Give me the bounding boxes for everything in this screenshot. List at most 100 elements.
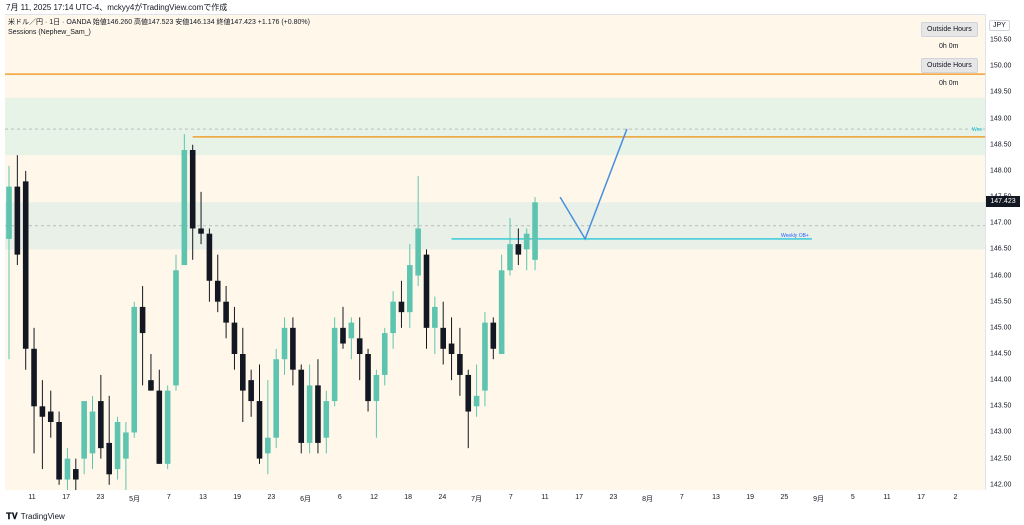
date-tick-label: 19	[746, 494, 755, 501]
date-tick-label: 9月	[813, 496, 825, 503]
candle-body	[331, 327, 338, 402]
date-tick-label: 6月	[300, 496, 312, 503]
currency-label[interactable]: JPY	[989, 20, 1010, 31]
candle-body	[14, 186, 21, 255]
candle-body	[173, 270, 179, 386]
candle-body	[365, 354, 371, 402]
legend-indicator-line: Sessions (Nephew_Sam_)	[8, 29, 91, 36]
price-tick-label: 147.00	[990, 219, 1012, 227]
price-tick-label: 146.50	[990, 245, 1012, 253]
price-tick-label: 143.00	[990, 428, 1012, 436]
price-axis[interactable]: 150.50 150.00 149.50 149.00 148.50 148.00 147.…	[985, 14, 1024, 490]
candle-body	[498, 270, 505, 354]
outside-hours-button-2[interactable]: Outside Hours	[921, 58, 978, 73]
price-tick-label: 142.00	[990, 481, 1012, 489]
price-tick-label: 149.50	[990, 88, 1012, 96]
candle-body	[22, 181, 29, 349]
current-price-label: 147.423	[986, 195, 1020, 207]
candle-body	[273, 359, 279, 438]
candle-body	[473, 395, 480, 407]
outside-hours-button-1[interactable]: Outside Hours	[921, 22, 978, 37]
candle-body	[290, 327, 296, 370]
date-tick-label: 12	[370, 494, 378, 501]
weekly-tag-label: Wee	[972, 127, 982, 133]
candle-body	[139, 306, 146, 334]
date-tick-label: 7月	[471, 496, 483, 503]
price-tick-label: 148.50	[990, 141, 1012, 149]
date-tick-label: 7	[166, 494, 171, 501]
date-tick-label: 8月	[642, 496, 654, 503]
candle-body	[56, 422, 62, 480]
candle-body	[114, 422, 121, 470]
candle-body	[457, 354, 463, 375]
candle-body	[64, 458, 71, 480]
candle-body	[106, 442, 112, 475]
candle-body	[398, 301, 405, 313]
date-tick-label: 17	[62, 494, 71, 501]
candle-body	[432, 306, 438, 328]
candle-body	[240, 354, 246, 391]
tradingview-logo-icon: 𝐓𝐕	[6, 511, 18, 521]
candle-body	[507, 244, 513, 271]
price-tick-label: 149.00	[990, 115, 1012, 123]
candle-body	[214, 280, 221, 302]
legend-symbol-line: 米ドル／円 · 1日 · OANDA 始値146.260 高値147.523 安…	[8, 19, 310, 26]
candle-body	[306, 385, 313, 443]
date-tick-label: 13	[199, 494, 207, 501]
date-tick-label: 17	[917, 494, 926, 501]
candle-body	[515, 244, 522, 255]
price-tick-label: 143.50	[990, 402, 1012, 410]
candle-body	[381, 333, 388, 375]
upper-zone	[5, 97, 985, 156]
tradingview-logo[interactable]: 𝐓𝐕 TradingView	[6, 511, 65, 522]
price-tick-label: 150.50	[990, 36, 1012, 44]
candle-body	[73, 469, 79, 480]
candle-body	[407, 265, 413, 313]
candle-body	[298, 369, 305, 443]
date-tick-label: 6	[337, 494, 342, 501]
candle-body	[148, 380, 154, 391]
candle-body	[373, 374, 380, 402]
chart-header: 7月 11, 2025 17:14 UTC-4、mckyy4がTradingVi…	[0, 0, 1024, 14]
price-tick-label: 142.50	[990, 455, 1012, 463]
candle-body	[490, 322, 497, 349]
date-tick-label: 24	[438, 494, 447, 501]
date-tick-label: 2	[953, 494, 958, 501]
candle-body	[340, 327, 346, 344]
candle-body	[423, 254, 430, 328]
date-tick-label: 17	[575, 494, 584, 501]
date-tick-label: 11	[883, 494, 891, 501]
candle-body	[189, 150, 196, 229]
date-tick-label: 19	[233, 494, 242, 501]
candle-body	[415, 228, 421, 276]
candle-body	[265, 437, 271, 454]
candle-body	[440, 327, 446, 349]
price-tick-label: 150.00	[990, 62, 1012, 70]
candle-body	[348, 322, 355, 339]
candle-body	[482, 322, 488, 391]
candle-body	[315, 385, 321, 443]
chart-plot-area[interactable]	[5, 14, 985, 492]
candle-body	[198, 228, 204, 234]
price-tick-label: 144.00	[990, 376, 1012, 384]
date-tick-label: 7	[679, 494, 684, 501]
candle-body	[123, 432, 129, 459]
date-tick-label: 18	[404, 494, 413, 501]
time-axis[interactable]: 11 17 23 5月 7 13 19 23 6月 6 12 18 24 7月 7 11 17 23 8月 7 13 19…	[0, 490, 985, 508]
date-tick-label: 23	[609, 494, 618, 501]
candle-body	[98, 401, 104, 449]
candle-body	[39, 406, 46, 417]
price-tick-label: 144.50	[990, 350, 1012, 358]
date-tick-label: 23	[267, 494, 276, 501]
candle-body	[47, 411, 54, 422]
candle-body	[156, 390, 163, 464]
weekly-ob-label: Weekly OB+	[781, 233, 809, 239]
candle-body	[6, 186, 12, 239]
footer: 𝐓𝐕 TradingView	[0, 508, 1024, 525]
candle-body	[89, 411, 96, 454]
outside-hours-value-1: 0h 0m	[939, 43, 959, 50]
candle-body	[323, 401, 330, 438]
date-tick-label: 7	[508, 494, 513, 501]
candle-body	[356, 338, 363, 354]
